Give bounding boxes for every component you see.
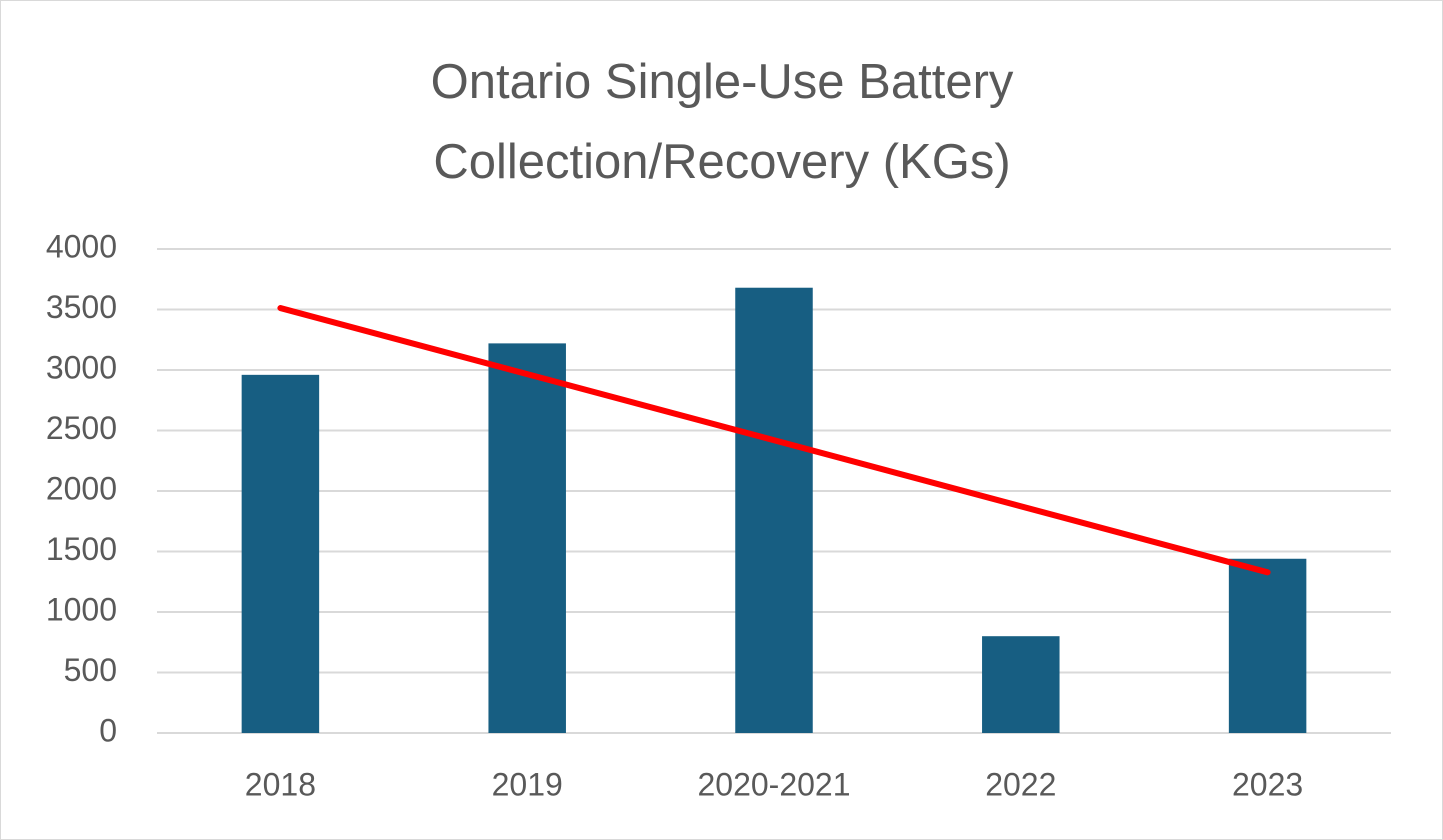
bar [488, 343, 566, 733]
y-tick-label: 1000 [46, 591, 117, 627]
y-tick-label: 2500 [46, 410, 117, 446]
y-tick-label: 0 [99, 712, 117, 748]
x-tick-label: 2023 [1232, 766, 1303, 802]
x-tick-label: 2019 [492, 766, 563, 802]
bar [241, 374, 320, 733]
chart-title: Ontario Single-Use Battery Collection/Re… [430, 55, 1014, 189]
x-tick-label: 2020-2021 [697, 766, 850, 802]
bar [982, 636, 1060, 733]
y-tick-label: 500 [64, 652, 117, 688]
y-tick-label: 3500 [46, 289, 117, 325]
x-tick-label: 2018 [245, 766, 316, 802]
bar [1228, 558, 1307, 733]
y-tick-label: 4000 [46, 228, 117, 264]
x-tick-label: 2022 [985, 766, 1056, 802]
y-tick-label: 3000 [46, 349, 117, 385]
trendline [277, 305, 1271, 576]
y-tick-label: 1500 [46, 531, 117, 567]
y-tick-label: 2000 [46, 470, 117, 506]
bar [735, 287, 813, 733]
